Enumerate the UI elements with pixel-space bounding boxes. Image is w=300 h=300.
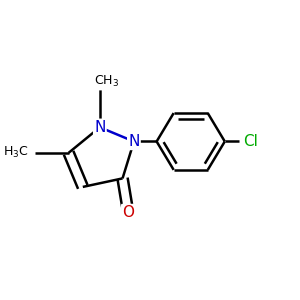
Text: Cl: Cl: [243, 134, 258, 149]
Text: N: N: [94, 120, 106, 135]
Text: O: O: [122, 205, 134, 220]
Text: H$_3$C: H$_3$C: [3, 145, 29, 160]
Text: CH$_3$: CH$_3$: [94, 74, 119, 89]
Text: N: N: [128, 134, 140, 149]
